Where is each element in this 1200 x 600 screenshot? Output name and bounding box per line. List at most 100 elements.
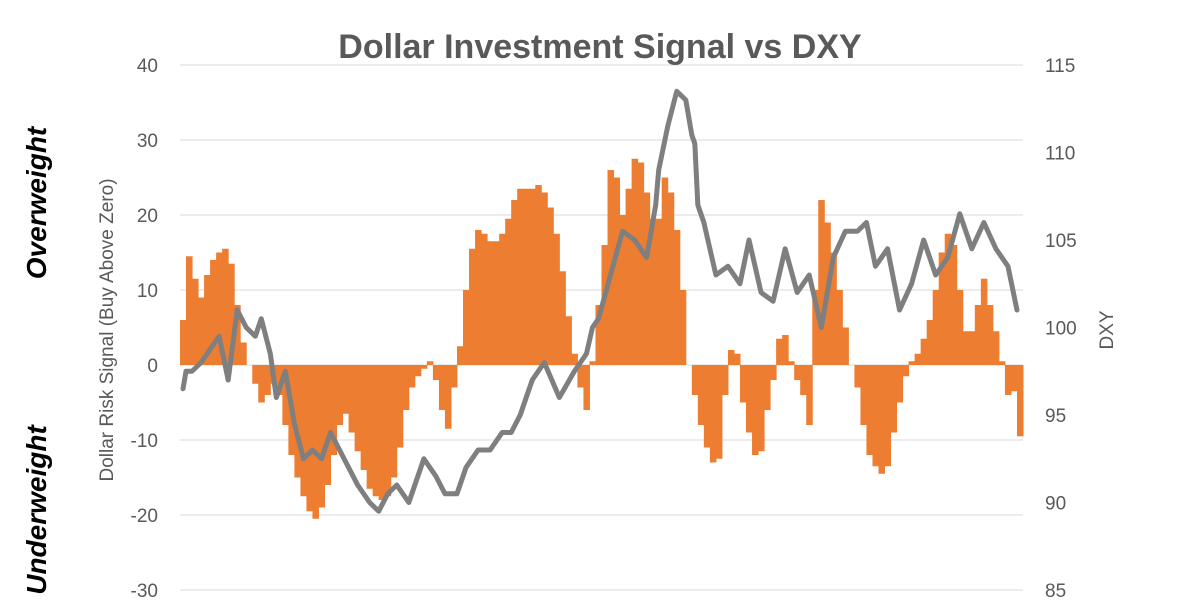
signal-bar [727,350,735,365]
signal-bar [830,252,837,365]
signal-bar [282,365,289,425]
right-tick-label: 95 [1045,406,1066,427]
left-tick-label: 30 [137,131,158,152]
signal-bar [354,365,362,452]
signal-bar [1004,365,1012,395]
signal-bar [517,188,524,365]
signal-bar [547,207,554,365]
signal-bar [571,353,578,365]
signal-bar [541,192,548,365]
signal-bar [697,365,705,425]
signal-bar [884,365,892,467]
signal-bar [932,290,940,365]
signal-bar [920,338,928,365]
signal-bar [487,241,494,365]
signal-bar [529,188,536,365]
signal-bar [264,365,271,395]
signal-bar [222,248,229,365]
signal-bar [300,365,307,497]
signal-bar [733,353,741,365]
dxy-line [180,88,1020,514]
signal-bar [998,361,1006,365]
signal-bar [986,305,994,365]
right-axis-label: DXY [1097,310,1118,349]
signal-bar [649,218,657,365]
signal-bar [595,305,602,365]
signal-bar [746,365,753,433]
signal-bar [444,365,452,429]
left-tick-label: -30 [131,581,158,600]
signal-bar [667,192,675,365]
signal-bar [583,365,590,410]
signal-bar [1010,365,1018,392]
signal-bar [481,233,488,365]
signal-bar [318,365,326,508]
signal-bar [691,365,699,395]
signal-bar [631,158,639,365]
overweight-label: Overweight [21,125,52,279]
signal-bar [980,278,988,365]
signal-bar [210,260,217,365]
signal-bar [968,331,976,365]
right-tick-label: 115 [1045,56,1075,77]
signal-bar [186,256,193,365]
signal-bar [812,290,819,365]
signal-bar [908,361,916,365]
signal-bar [938,252,946,365]
signal-bar [372,365,380,497]
signal-bar [414,365,422,377]
left-tick-label: 10 [137,281,158,302]
signal-bar [613,177,621,365]
signal-bar [402,365,410,410]
left-tick-label: -20 [131,506,158,527]
signal-bar [390,365,398,478]
signal-bar [721,365,729,395]
signal-bar [535,185,542,365]
signal-bar [294,365,301,478]
signal-bar [180,320,187,365]
signal-bar [1016,365,1024,437]
signal-bar [204,275,211,365]
signal-bar [228,263,235,365]
underweight-label: Underweight [21,424,52,595]
right-tick-label: 100 [1045,319,1077,340]
signal-bar [420,365,428,369]
signal-bar [788,361,795,365]
signal-bar [565,316,572,365]
signal-bar [896,365,904,403]
signal-bar [776,338,783,365]
signal-bar [198,297,205,365]
signal-bar [782,335,789,365]
dxy-line-layer [180,88,1020,514]
signal-bar [276,365,283,395]
signal-bar [818,200,825,365]
signal-bar [577,365,584,388]
signal-bar [637,162,645,365]
signal-bar [258,365,265,403]
right-tick-label: 110 [1045,144,1075,165]
signal-bar [511,200,518,365]
signal-bar [192,278,199,365]
signal-bar [956,290,964,365]
left-axis-label: Dollar Risk Signal (Buy Above Zero) [97,178,118,481]
signal-bar [252,365,259,384]
signal-bar [703,365,711,448]
signal-bar [619,215,627,365]
signal-bar [764,365,771,410]
signal-bar [384,365,392,497]
signal-bar [306,365,313,512]
signal-bar [336,365,344,425]
signal-bar [709,365,717,463]
signal-bar [842,327,849,365]
signal-bar [800,365,807,395]
right-tick-label: 105 [1045,231,1077,252]
signal-bar [854,365,861,388]
signal-bar [770,365,777,380]
signal-bar [360,365,368,470]
signal-bar [872,365,879,467]
signal-bar [739,365,747,403]
signal-bar [962,331,970,365]
signal-bar [456,346,464,365]
signal-bar [860,365,867,425]
